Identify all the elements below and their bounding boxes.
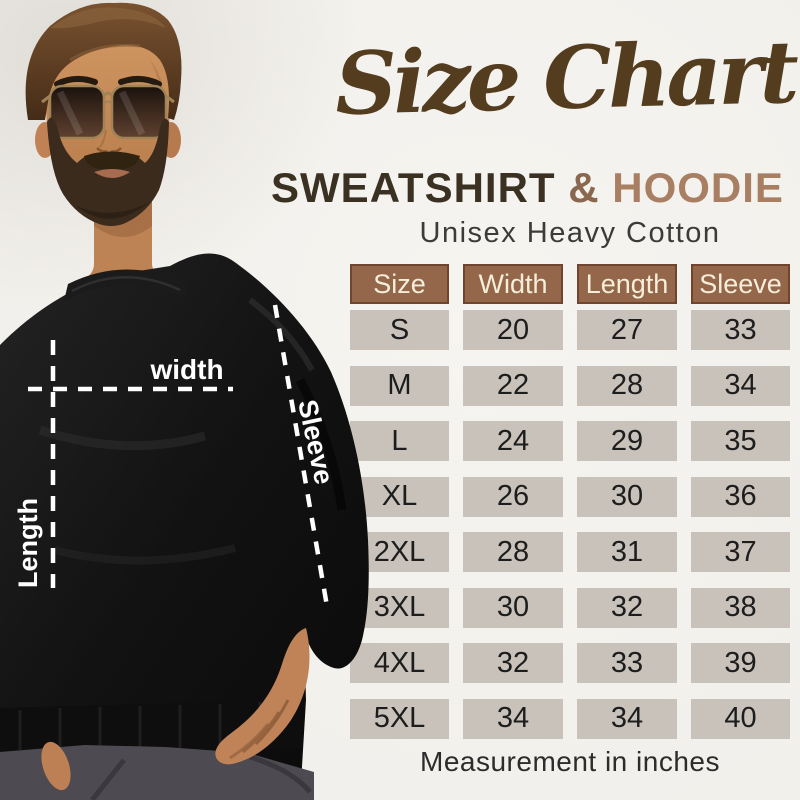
model-hair [25,2,182,120]
tagline: Unisex Heavy Cotton [419,217,721,249]
table-header-cell: Width [463,264,563,304]
table-cell: 38 [691,587,790,628]
sunglasses [41,84,175,140]
table-cell: S [350,310,449,350]
table-header-row: Size Width Length Sleeve [350,264,790,304]
table-cell: 36 [691,476,790,517]
table-cell: M [350,365,449,406]
table-cell: 34 [463,698,563,739]
model-ear-right [161,122,181,158]
table-cell: XL [350,476,449,517]
table-cell: 26 [463,476,563,517]
model-left-thumb [41,741,71,791]
table-cell: 34 [577,698,677,739]
subtitle: SWEATSHIRT & HOODIE [255,164,800,212]
table-cell: 39 [691,643,790,683]
table-cell: 33 [577,643,677,683]
table-header-cell: Sleeve [691,264,790,304]
table-cell: 24 [463,421,563,461]
table-cell: 4XL [350,643,449,683]
model-beard [47,117,169,226]
measurement-guides: width Length Sleeve [13,304,339,613]
table-cell: 5XL [350,698,449,739]
model-eyebrow-left [54,76,98,87]
table-cell: 34 [691,365,790,406]
table-cell: 28 [463,532,563,572]
table-cell: 40 [691,698,790,739]
table-cell: 35 [691,421,790,461]
table-cell: 29 [577,421,677,461]
model-right-hand [215,628,310,765]
table-cell: 20 [463,310,563,350]
table-body: S 20 27 33 M 22 28 34 L 24 29 35 XL 26 30 36 2XL 28 31 37 3X… [350,310,790,739]
table-cell: L [350,421,449,461]
table-header-cell: Length [577,264,677,304]
size-table: Size Width Length Sleeve S 20 27 33 M 22 28 34 L 24 2… [350,264,790,739]
table-cell: 33 [691,310,790,350]
table-cell: 32 [463,643,563,683]
table-cell: 27 [577,310,677,350]
pants [0,745,314,800]
sweatshirt-hem [0,700,303,754]
model-nose [96,129,122,153]
measurement-note: Measurement in inches [420,746,720,777]
table-cell: 30 [577,476,677,517]
sleeve-guide-line [272,304,331,613]
table-cell: 37 [691,532,790,572]
sleeve-label: Sleeve [292,397,339,487]
subtitle-hoodie: HOODIE [612,164,784,211]
table-cell: 31 [577,532,677,572]
table-cell: 2XL [350,532,449,572]
table-cell: 32 [577,587,677,628]
model-eyebrow-right [118,76,162,87]
table-cell: 28 [577,365,677,406]
table-cell: 22 [463,365,563,406]
table-cell: 3XL [350,587,449,628]
model-neck [82,190,164,281]
length-label: Length [13,498,43,588]
sweatshirt-collar [64,269,188,301]
width-label: width [149,354,223,385]
subtitle-ampersand: & [568,164,600,211]
subtitle-sweatshirt: SWEATSHIRT [271,164,556,211]
table-cell: 30 [463,587,563,628]
model-ear-left [35,122,55,158]
model-face [35,30,181,225]
sweatshirt [0,253,369,800]
page-title: Size Chart [333,21,797,135]
table-header-cell: Size [350,264,449,304]
